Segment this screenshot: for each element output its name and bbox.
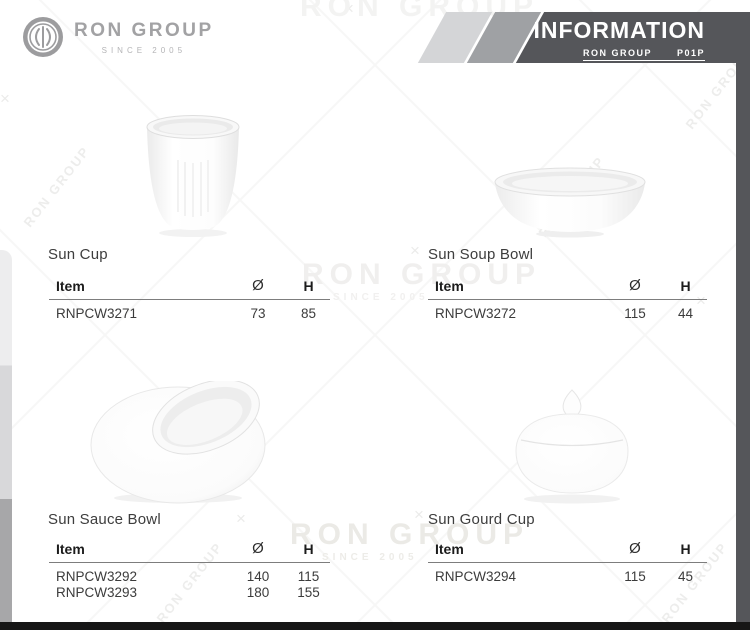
spec-header-row: Item Ø H xyxy=(428,540,707,563)
spec-table-sun-sauce-bowl: Item Ø H RNPCW3292 140 115 RNPCW3293 180… xyxy=(49,540,330,600)
product-title: Sun Soup Bowl xyxy=(428,246,534,263)
spec-table-sun-soup-bowl: Item Ø H RNPCW3272 115 44 xyxy=(428,277,707,322)
right-edge-strip xyxy=(736,63,750,622)
item-height: 85 xyxy=(300,306,317,321)
ron-group-logo-icon xyxy=(23,17,63,57)
item-diameter: 140 xyxy=(246,569,270,584)
table-row: RNPCW3271 73 85 xyxy=(49,306,330,322)
left-edge-strip xyxy=(0,250,12,622)
item-code: RNPCW3292 xyxy=(56,569,138,584)
svg-text:×: × xyxy=(236,509,246,528)
item-diameter: 115 xyxy=(624,306,646,321)
brand-tagline: SINCE 2005 xyxy=(101,45,187,55)
col-diameter: Ø xyxy=(629,277,641,294)
sun-sauce-bowl-photo xyxy=(90,381,266,504)
table-row: RNPCW3293 180 155 xyxy=(49,585,330,601)
col-item: Item xyxy=(56,278,85,294)
col-item: Item xyxy=(435,278,464,294)
svg-text:SINCE 2005: SINCE 2005 xyxy=(333,292,429,303)
spec-table-sun-cup: Item Ø H RNPCW3271 73 85 xyxy=(49,277,330,322)
banner-title: INFORMATION xyxy=(533,17,705,43)
item-code: RNPCW3272 xyxy=(435,306,517,321)
item-code: RNPCW3293 xyxy=(56,584,138,600)
item-diameter: 73 xyxy=(250,306,266,321)
svg-text:×: × xyxy=(410,241,420,260)
svg-text:×: × xyxy=(344,0,354,18)
spec-table-sun-gourd-cup: Item Ø H RNPCW3294 115 45 xyxy=(428,540,707,585)
item-height: 155 xyxy=(297,584,320,600)
product-title: Sun Cup xyxy=(48,246,108,263)
banner-subtitle: RON GROUP P01P xyxy=(583,48,705,61)
item-diameter: 115 xyxy=(624,569,646,584)
product-title: Sun Gourd Cup xyxy=(428,511,535,528)
product-title: Sun Sauce Bowl xyxy=(48,511,161,528)
col-height: H xyxy=(303,541,314,557)
item-height: 44 xyxy=(677,306,694,321)
table-row: RNPCW3272 115 44 xyxy=(428,306,707,322)
header-logo: RON GROUP SINCE 2005 xyxy=(22,16,214,58)
svg-text:×: × xyxy=(414,505,424,524)
spec-header-row: Item Ø H xyxy=(49,540,330,563)
sun-soup-bowl-photo xyxy=(494,167,646,238)
brand-name: RON GROUP xyxy=(74,19,214,41)
sun-gourd-cup-photo xyxy=(515,389,629,504)
item-code: RNPCW3271 xyxy=(56,306,138,321)
spec-header-row: Item Ø H xyxy=(428,277,707,300)
col-diameter: Ø xyxy=(252,540,264,557)
svg-text:RON GROUP: RON GROUP xyxy=(21,143,93,230)
col-diameter: Ø xyxy=(629,540,641,557)
footer-bar xyxy=(0,622,750,630)
spec-header-row: Item Ø H xyxy=(49,277,330,300)
col-height: H xyxy=(303,278,314,294)
table-row: RNPCW3292 140 115 xyxy=(49,569,330,585)
banner-brand: RON GROUP xyxy=(583,48,653,58)
item-height: 45 xyxy=(677,569,694,584)
table-row: RNPCW3294 115 45 xyxy=(428,569,707,585)
col-item: Item xyxy=(435,541,464,557)
svg-text:SINCE 2005: SINCE 2005 xyxy=(322,552,418,563)
col-item: Item xyxy=(56,541,85,557)
sun-cup-photo xyxy=(146,115,240,237)
item-diameter: 180 xyxy=(246,584,270,600)
col-height: H xyxy=(680,541,691,557)
col-height: H xyxy=(680,278,691,294)
col-diameter: Ø xyxy=(252,277,264,294)
svg-text:×: × xyxy=(0,89,10,108)
item-code: RNPCW3294 xyxy=(435,569,517,584)
banner-page-code: P01P xyxy=(676,48,705,58)
item-height: 115 xyxy=(297,569,320,584)
